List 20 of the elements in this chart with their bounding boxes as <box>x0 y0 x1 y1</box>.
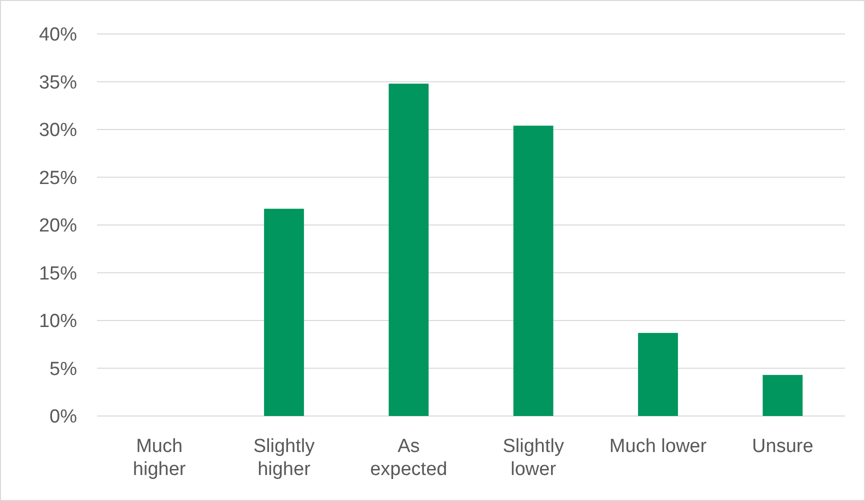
y-tick-label: 30% <box>38 120 78 142</box>
y-tick-label: 25% <box>38 168 78 189</box>
y-tick-label: 15% <box>38 263 78 284</box>
bar <box>513 126 554 416</box>
bar <box>264 208 304 416</box>
y-tick-label: 20% <box>38 216 78 237</box>
y-tick-label: 0% <box>50 406 78 428</box>
x-tick-label: Slightly lower <box>502 436 564 480</box>
y-tick-label: 40% <box>38 24 78 46</box>
x-tick-label: As expected <box>370 436 448 480</box>
x-tick-label: Unsure <box>752 436 814 457</box>
bar <box>638 332 678 416</box>
y-tick-label: 10% <box>38 311 78 332</box>
bar <box>388 84 429 416</box>
x-tick-label: Much higher <box>132 436 186 480</box>
bar <box>762 374 803 416</box>
y-tick-label: 5% <box>50 358 78 380</box>
y-tick-label: 35% <box>38 72 78 94</box>
x-tick-label: Slightly higher <box>253 436 316 480</box>
x-tick-label: Much lower <box>609 436 708 457</box>
